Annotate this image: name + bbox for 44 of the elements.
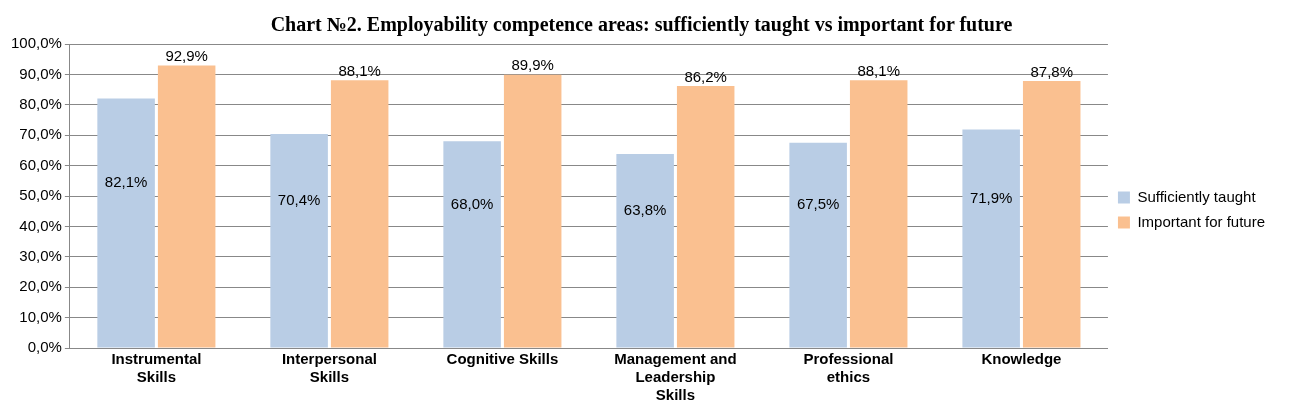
bar (849, 80, 908, 348)
bar (1022, 81, 1081, 348)
data-label: 88,1% (338, 61, 381, 79)
bar (676, 85, 735, 348)
y-tick-label: 70,0% (19, 125, 62, 143)
y-tick-label: 30,0% (19, 246, 62, 264)
bar (270, 133, 328, 348)
data-label: 87,8% (1030, 62, 1073, 80)
y-tick-label: 60,0% (19, 155, 62, 173)
y-tick-label: 20,0% (19, 277, 62, 295)
y-tick-label: 0,0% (27, 338, 62, 356)
chart-title: Chart №2. Employability competence areas: sufficiently taught vs important for future (270, 13, 1013, 37)
data-label: 67,5% (796, 195, 840, 213)
data-label: 88,1% (857, 61, 900, 79)
x-tick-label: Interpersonal Skills (281, 350, 377, 386)
bar (616, 154, 674, 348)
legend-label: Sufficiently taught (1137, 187, 1257, 205)
bar (157, 65, 216, 348)
x-tick-label: Management and Leadership Skills (614, 350, 737, 404)
bar (789, 142, 847, 348)
y-tick-label: 90,0% (19, 64, 62, 82)
x-tick-label: Cognitive Skills (446, 350, 559, 368)
y-tick-label: 40,0% (19, 216, 62, 234)
data-label: 63,8% (623, 200, 667, 218)
y-tick-label: 10,0% (19, 307, 62, 325)
bar (503, 74, 562, 348)
bar (443, 141, 501, 348)
data-label: 71,9% (969, 188, 1013, 206)
data-label: 86,2% (684, 67, 727, 85)
x-tick-label: Instrumental Skills (111, 350, 202, 386)
data-label: 82,1% (104, 173, 148, 191)
legend-label: Important for future (1137, 212, 1265, 230)
bar (97, 98, 155, 348)
data-label: 92,9% (165, 47, 208, 65)
bar (962, 129, 1020, 348)
x-tick-label: Knowledge (981, 350, 1062, 368)
data-label: 70,4% (277, 190, 321, 208)
y-tick-label: 50,0% (19, 186, 62, 204)
bar (330, 80, 389, 348)
y-tick-label: 80,0% (19, 94, 62, 112)
data-label: 68,0% (450, 194, 494, 212)
x-tick-label: Professional ethics (803, 350, 894, 386)
y-tick-label: 100,0% (11, 34, 62, 52)
data-label: 89,9% (511, 56, 554, 74)
